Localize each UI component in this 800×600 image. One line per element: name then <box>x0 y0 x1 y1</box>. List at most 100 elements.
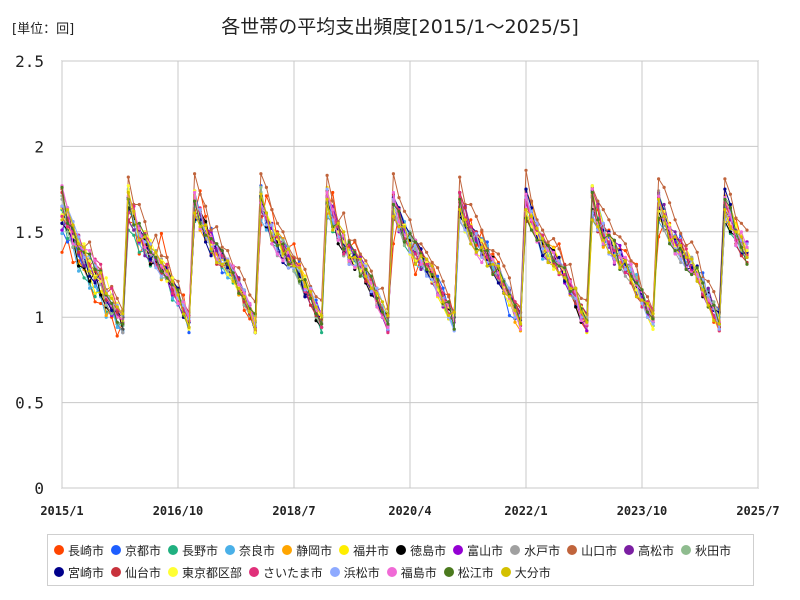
data-point <box>502 291 506 295</box>
data-point <box>706 303 710 307</box>
data-point <box>137 221 141 225</box>
data-point <box>391 214 395 218</box>
data-point <box>513 320 517 324</box>
data-point <box>77 247 81 251</box>
data-point <box>148 245 152 249</box>
data-point <box>469 218 473 222</box>
data-point <box>491 257 495 261</box>
data-point <box>209 247 213 251</box>
data-point <box>325 197 329 201</box>
y-tick-label: 1.5 <box>15 223 44 242</box>
data-point <box>463 206 467 210</box>
data-point <box>441 286 445 290</box>
data-point <box>88 249 92 253</box>
data-point <box>104 291 108 295</box>
data-point <box>242 295 246 299</box>
data-point <box>496 276 500 280</box>
data-point <box>690 240 694 244</box>
data-point <box>198 192 202 196</box>
data-point <box>104 303 108 307</box>
legend-marker-icon <box>225 545 236 555</box>
data-point <box>507 303 511 307</box>
data-point <box>679 238 683 242</box>
data-point <box>568 262 572 266</box>
data-point <box>485 240 489 244</box>
data-point <box>193 211 197 215</box>
data-point <box>88 274 92 278</box>
data-point <box>430 278 434 282</box>
data-point <box>402 225 407 229</box>
data-point <box>275 243 279 248</box>
data-point <box>132 228 136 232</box>
data-point <box>204 220 208 224</box>
data-point <box>71 223 75 227</box>
data-point <box>209 237 213 241</box>
data-point <box>552 259 556 263</box>
data-point <box>413 262 418 266</box>
data-point <box>607 233 611 237</box>
data-point <box>651 322 655 326</box>
legend-label: 長野市 <box>182 543 219 558</box>
data-point <box>88 269 92 273</box>
data-point <box>728 206 733 210</box>
data-point <box>590 218 594 222</box>
data-point <box>690 272 694 277</box>
data-point <box>574 286 578 290</box>
data-point <box>640 301 644 306</box>
data-point <box>425 267 429 271</box>
data-point <box>331 208 335 212</box>
legend-item: 仙台市 <box>111 562 161 582</box>
data-point <box>159 269 163 273</box>
data-point <box>645 301 650 306</box>
data-point <box>668 201 672 205</box>
data-point <box>529 228 534 232</box>
data-point <box>264 211 268 215</box>
data-point <box>369 290 373 294</box>
data-point <box>248 301 252 306</box>
series-layer <box>60 168 749 338</box>
y-tick-label: 0.5 <box>15 394 44 413</box>
data-point <box>220 271 224 275</box>
data-point <box>695 266 699 270</box>
data-point <box>557 271 561 275</box>
data-point <box>331 228 335 232</box>
data-point <box>154 266 158 270</box>
data-point <box>121 312 125 316</box>
legend-marker-icon <box>500 567 511 577</box>
data-point <box>684 267 688 271</box>
data-point <box>502 279 506 283</box>
data-point <box>297 257 302 261</box>
data-point <box>623 271 628 275</box>
data-point <box>77 242 81 246</box>
chart-title: 各世帯の平均支出頻度[2015/1～2025/5] <box>221 16 579 38</box>
data-point <box>93 276 97 280</box>
data-point <box>82 264 86 268</box>
data-point <box>612 249 617 253</box>
data-point <box>253 331 257 335</box>
data-point <box>745 262 749 266</box>
data-point <box>198 208 202 212</box>
data-point <box>745 245 749 249</box>
data-point <box>535 231 539 236</box>
data-point <box>463 218 467 222</box>
data-point <box>126 190 130 195</box>
data-point <box>596 199 600 203</box>
data-point <box>585 329 589 333</box>
data-point <box>204 233 208 237</box>
legend-marker-icon <box>54 567 64 577</box>
data-point <box>391 190 395 195</box>
data-point <box>165 276 169 280</box>
data-point <box>386 325 390 329</box>
data-point <box>209 228 213 232</box>
data-point <box>463 228 467 232</box>
data-point <box>375 291 379 295</box>
data-point <box>491 272 495 277</box>
data-point <box>347 262 351 266</box>
data-point <box>568 279 572 283</box>
data-point <box>320 313 324 318</box>
data-point <box>706 293 710 297</box>
data-point <box>585 320 589 324</box>
legend-item: 静岡市 <box>282 540 332 560</box>
data-point <box>281 252 285 256</box>
data-point <box>259 185 263 189</box>
